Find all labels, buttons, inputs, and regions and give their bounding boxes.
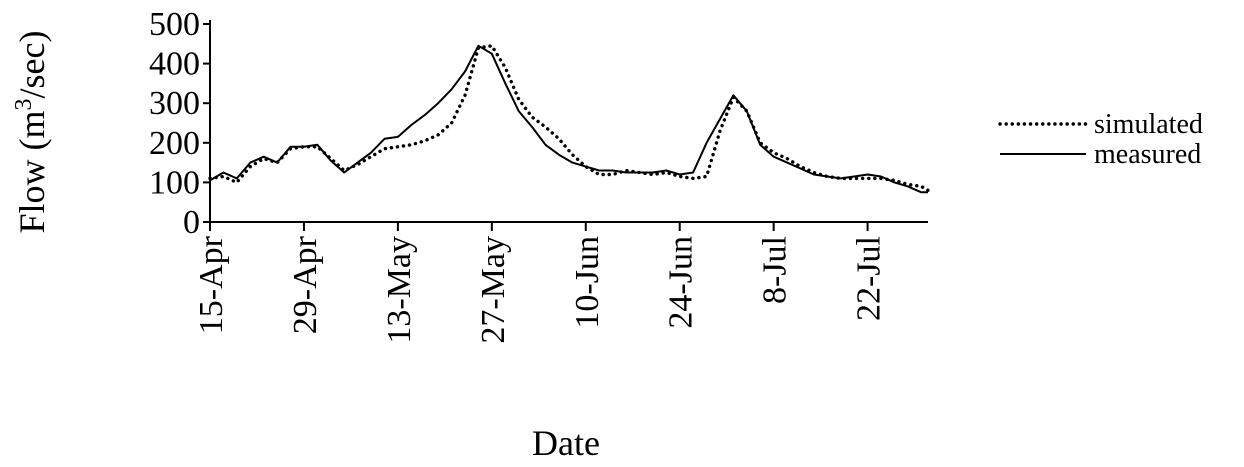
legend-label-simulated: simulated: [1094, 109, 1203, 140]
y-tick-label: 400: [149, 46, 200, 83]
x-tick-label: 24-Jun: [663, 236, 700, 329]
y-tick-label: 0: [183, 204, 200, 241]
y-tick-label: 500: [149, 6, 200, 43]
x-tick-label: 22-Jul: [851, 236, 888, 321]
x-tick-label: 27-May: [475, 236, 512, 344]
y-tick-label: 300: [149, 85, 200, 122]
series-line-simulated: [208, 44, 930, 192]
y-tick-label: 200: [149, 125, 200, 162]
y-axis-title-superscript: 3: [11, 98, 37, 110]
x-tick-label: 15-Apr: [193, 235, 230, 334]
x-tick-label: 10-Jun: [569, 236, 606, 329]
y-axis-title: Flow (m3/sec): [11, 31, 52, 234]
x-axis-title: Date: [532, 423, 600, 463]
x-tick-label: 13-May: [381, 236, 418, 344]
series-line-measured: [209, 44, 928, 194]
y-tick-label: 100: [149, 164, 200, 201]
series-layer: [208, 44, 930, 194]
legend-label-measured: measured: [1094, 139, 1201, 170]
x-tick-label: 8-Jul: [757, 236, 794, 304]
x-tick-label: 29-Apr: [287, 235, 324, 334]
